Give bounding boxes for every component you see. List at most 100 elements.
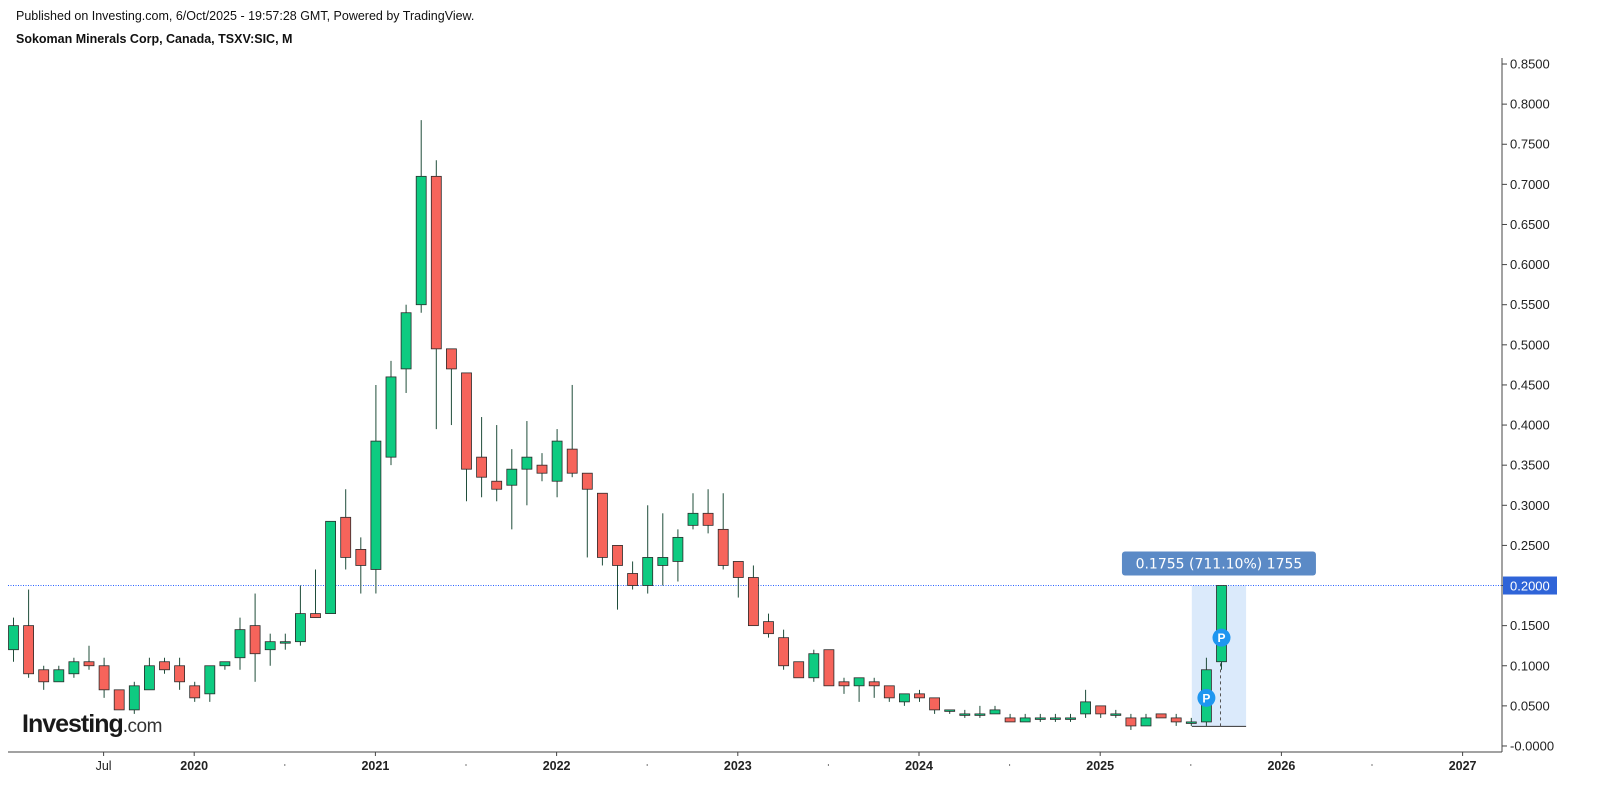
x-tick-label: Jul [96,759,112,773]
y-tick-label: -0.0000 [1510,738,1554,753]
candle-up [8,625,19,651]
y-tick-label: 0.8500 [1510,57,1550,72]
candle-up [128,685,140,711]
candle-up [294,613,306,643]
candle-down [838,681,850,687]
published-line: Published on Investing.com, 6/Oct/2025 -… [16,9,475,23]
candle-up [1050,717,1061,720]
y-tick-label: 0.8000 [1510,97,1550,112]
candle-down [883,685,895,699]
measure-label-box [1121,551,1316,576]
candle-up [853,677,865,687]
last-price-tag [1503,576,1557,595]
candle-up [68,661,80,675]
candle-down [38,669,50,683]
x-tick-label: 2022 [543,759,571,773]
candle-down [83,661,95,667]
candle-down [476,456,488,478]
candle-down [581,472,593,490]
y-tick-label: 0.7000 [1510,177,1550,192]
candle-down [23,625,35,675]
candle-down [868,681,880,687]
candle-down [310,613,321,619]
x-tick-label: 2020 [180,759,208,773]
candle-up [521,456,533,470]
candle-down [627,573,638,586]
candle-up [657,557,669,566]
candle-down [823,649,835,687]
investing-logo: Investing.com [22,710,162,739]
last-price-tag-label: 0.2000 [1510,579,1550,594]
logo-main: Investing [22,710,124,738]
y-tick-label: 0.0500 [1510,698,1550,713]
y-tick-label: 0.5000 [1510,337,1550,352]
candle-down [793,661,805,679]
candle-up [1140,717,1152,727]
candle-down [430,175,442,350]
y-tick-label: 0.2500 [1510,538,1550,553]
candle-up [899,693,910,703]
candle-up [1019,717,1031,723]
candle-down [1004,717,1016,723]
logo-suffix: .com [122,716,163,737]
x-tick-label: 2026 [1267,759,1295,773]
x-tick-label: 2021 [361,759,389,773]
candle-down [1170,717,1182,723]
candle-down [732,561,744,578]
markers-layer: PP [1197,628,1231,707]
candle-down [355,549,367,566]
x-tick-label: 2027 [1449,759,1477,773]
candle-down [612,545,623,566]
candle-up [551,440,563,482]
candle-down [174,665,186,683]
candle-down [445,348,457,370]
y-tick-label: 0.1500 [1510,618,1550,633]
candle-down [461,372,472,470]
candle-down [1155,713,1167,719]
axes-layer: 0.8500 0.8000 0.7500 0.7000 0.6500 0.6000 0.55… [8,57,1557,773]
candle-down [189,685,201,699]
y-tick-label: 0.6000 [1510,257,1550,272]
candle-down [914,693,925,699]
candle-down [159,661,170,671]
candle-down [340,516,352,558]
x-tick-label: 2025 [1086,759,1114,773]
candle-up [400,312,412,370]
instrument-title: Sokoman Minerals Corp, Canada, TSXV:SIC,… [16,32,293,46]
marker-p-icon [1197,688,1216,707]
marker-p-label: P [1202,691,1210,705]
candle-down [1095,705,1107,715]
candles-layer [8,120,1227,730]
candle-down [929,697,940,711]
candle-up [370,440,382,570]
candle-up [385,376,397,458]
candle-up [1185,721,1197,724]
candle-up [959,713,971,716]
candle-up [989,709,1001,715]
marker-p-label: P [1217,631,1225,645]
y-tick-label: 0.6500 [1510,217,1550,232]
candle-down [113,689,125,711]
candle-up [808,653,820,679]
candle-down [748,577,759,627]
candle-up [672,536,684,562]
candle-up [506,468,518,486]
candle-down [717,528,729,566]
y-tick-label: 0.1000 [1510,658,1550,673]
candle-down [98,665,110,691]
candle-down [778,637,789,667]
candle-down [491,480,503,490]
y-tick-label: 0.4500 [1510,377,1550,392]
candle-up [1216,585,1227,663]
candle-up [264,641,276,651]
y-tick-label: 0.4000 [1510,418,1550,433]
y-tick-label: 0.5500 [1510,297,1550,312]
candle-down [566,448,578,474]
candle-down [702,512,714,526]
candle-up [234,629,246,659]
candle-up [1034,717,1046,720]
candle-up [687,512,699,526]
candle-up [204,665,216,695]
candle-up [325,520,337,615]
